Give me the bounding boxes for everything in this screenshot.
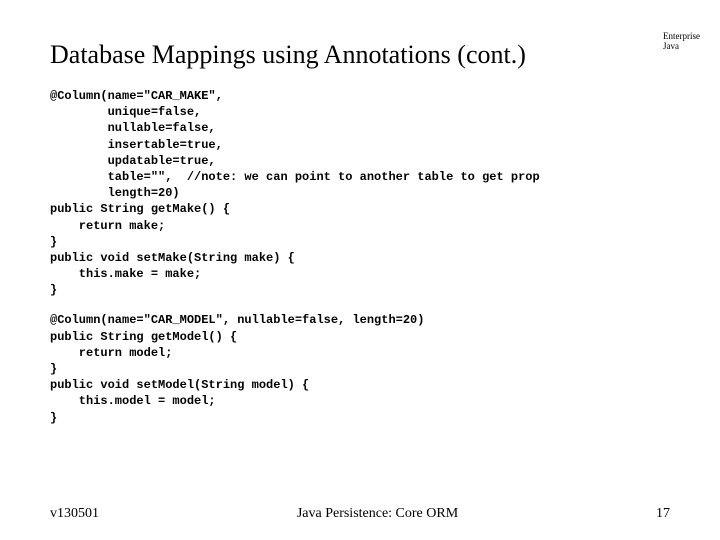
header-row: Database Mappings using Annotations (con… xyxy=(50,40,680,70)
footer-title: Java Persistence: Core ORM xyxy=(99,506,656,522)
corner-line-2: Java xyxy=(663,42,700,52)
code-block-2: @Column(name="CAR_MODEL", nullable=false… xyxy=(50,312,680,425)
code-block-1: @Column(name="CAR_MAKE", unique=false, n… xyxy=(50,88,680,298)
corner-label: Enterprise Java xyxy=(663,32,700,52)
footer-page-number: 17 xyxy=(656,506,670,522)
footer: v130501 Java Persistence: Core ORM 17 xyxy=(0,506,720,522)
footer-version: v130501 xyxy=(50,506,99,522)
slide-container: Database Mappings using Annotations (con… xyxy=(0,0,720,540)
page-title: Database Mappings using Annotations (con… xyxy=(50,40,526,70)
